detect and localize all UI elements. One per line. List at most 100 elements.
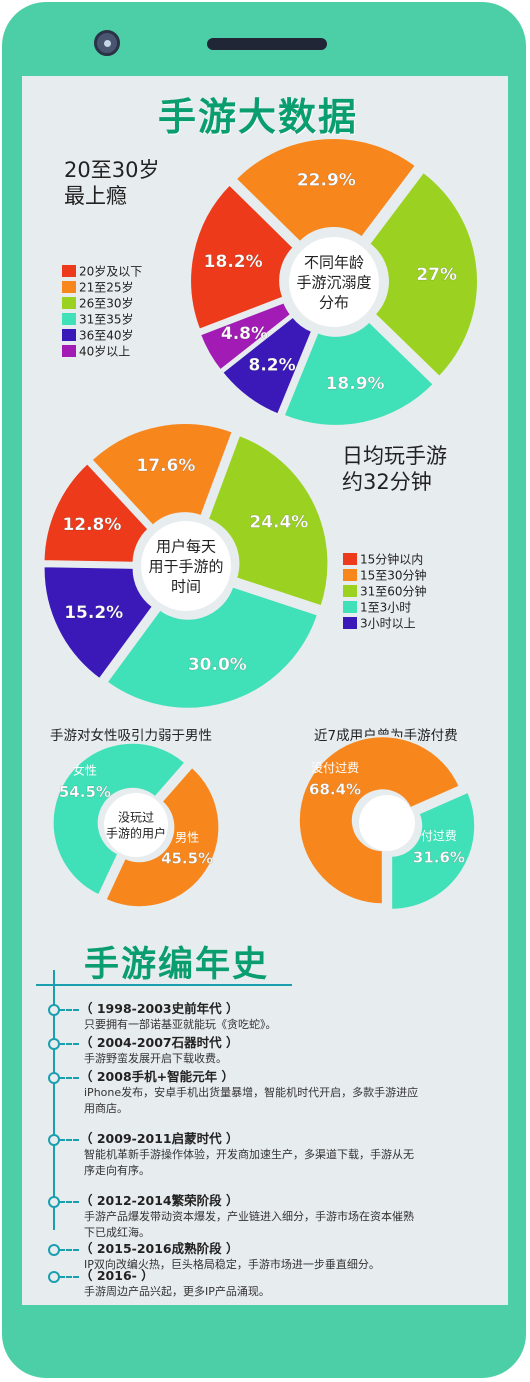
pie-slice	[390, 790, 477, 911]
slice-value-label: 54.5%	[59, 783, 111, 801]
timeline-description: 手游野蛮发展开启下载收费。	[84, 1052, 227, 1065]
timeline-connector	[59, 1139, 79, 1141]
slice-value-label: 18.9%	[326, 374, 385, 394]
timeline-description: 手游周边产品兴起，更多IP产品涌现。	[84, 1285, 270, 1298]
legend-swatch	[62, 313, 76, 325]
pie-slice	[206, 433, 330, 608]
timeline-description: 序走向有序。	[84, 1164, 150, 1177]
slice-value-label: 45.5%	[161, 850, 213, 868]
timeline-period: （ 2008手机+智能元年 ）	[80, 1069, 234, 1084]
slice-value-label: 15.2%	[64, 603, 123, 623]
pie-center-label: 没玩过	[118, 809, 154, 824]
gender-chart-title: 手游对女性吸引力弱于男性	[50, 728, 212, 744]
slice-value-label: 18.2%	[204, 252, 263, 272]
legend-label: 31至35岁	[79, 312, 134, 327]
legend-label: 15至30分钟	[360, 568, 427, 583]
timeline-period: （ 2016- ）	[80, 1268, 154, 1283]
legend-swatch	[62, 297, 76, 309]
legend-swatch	[62, 329, 76, 341]
timeline-period: （ 2004-2007石器时代 ）	[80, 1035, 239, 1050]
legend-label: 15分钟以内	[360, 552, 423, 567]
slice-value-label: 4.8%	[221, 324, 268, 344]
camera-icon	[94, 30, 120, 56]
slice-value-label: 24.4%	[249, 513, 308, 533]
pie-slice	[42, 461, 150, 564]
timeline-description: 手游产品爆发带动资本爆发，产业链进入细分，手游市场在资本催熟	[84, 1210, 414, 1223]
slice-value-label: 8.2%	[248, 355, 295, 375]
legend-label: 21至25岁	[79, 280, 134, 295]
legend-swatch	[343, 585, 357, 597]
time-callout-line2: 约32分钟	[342, 470, 432, 494]
speaker-slot	[207, 38, 327, 50]
timeline-description: 用商店。	[84, 1102, 128, 1115]
time-callout-line1: 日均玩手游	[342, 444, 447, 468]
pie-slice	[189, 183, 296, 331]
pie-slice	[367, 170, 479, 379]
timeline-description: IP双向改编火热，巨头格局稳定，手游市场进一步垂直细分。	[84, 1258, 380, 1271]
main-title: 手游大数据	[158, 95, 359, 139]
pie-slice	[90, 422, 234, 528]
age-callout-line1: 20至30岁	[64, 158, 160, 182]
timeline-connector	[59, 1249, 79, 1251]
pie-slice	[42, 565, 155, 681]
timeline-description: 下已成红海。	[84, 1226, 150, 1239]
legend-label: 3小时以上	[360, 617, 416, 631]
slice-category-label: 没付过费	[311, 760, 359, 775]
slice-value-label: 31.6%	[413, 848, 465, 866]
pie-center-label: 用于手游的	[148, 557, 223, 575]
pie-slice	[51, 741, 187, 897]
timeline-connector	[59, 1201, 79, 1203]
timeline-title-underline	[36, 984, 292, 986]
slice-category-label: 男性	[175, 830, 199, 844]
legend-label: 36至40岁	[79, 328, 134, 343]
pie-chart-4: 没付过费 68.4% 付过费 31.6%	[297, 735, 477, 911]
slice-value-label: 68.4%	[309, 781, 361, 799]
slice-value-label: 27%	[416, 265, 457, 285]
legend-label: 26至30岁	[79, 296, 134, 311]
pie-slice	[234, 137, 418, 244]
legend-label: 31至60分钟	[360, 584, 427, 599]
timeline-period: （ 2012-2014繁荣阶段 ）	[80, 1193, 239, 1208]
timeline-connector	[59, 1009, 79, 1011]
pie-center-label: 手游沉溺度	[296, 273, 371, 291]
pie-slice	[297, 735, 462, 906]
legend-label: 40岁以上	[79, 344, 130, 359]
age-callout-line2: 最上瘾	[64, 184, 127, 208]
timeline-title: 手游编年史	[84, 945, 270, 985]
timeline-description: 只要拥有一部诺基亚就能玩《贪吃蛇》。	[84, 1018, 277, 1031]
legend-swatch	[62, 281, 76, 293]
timeline-period: （ 1998-2003史前年代 ）	[80, 1001, 239, 1016]
pie-center-label: 不同年龄	[304, 253, 364, 271]
pie-center	[104, 793, 168, 857]
legend-swatch	[343, 617, 357, 629]
slice-value-label: 22.9%	[297, 170, 356, 190]
pie-slice	[220, 315, 314, 416]
pie-center	[141, 521, 231, 611]
pie-center-label: 分布	[319, 293, 349, 311]
legend-swatch	[62, 345, 76, 357]
slice-value-label: 17.6%	[136, 456, 195, 476]
pie-slice	[105, 585, 320, 710]
timeline-period: （ 2015-2016成熟阶段 ）	[80, 1241, 239, 1256]
timeline-connector	[59, 1043, 79, 1045]
pie-slice	[282, 320, 436, 427]
timeline-period: （ 2009-2011启蒙时代 ）	[80, 1131, 239, 1146]
pie-center-label: 用户每天	[156, 537, 216, 555]
legend-swatch	[343, 569, 357, 581]
legend-swatch	[343, 601, 357, 613]
legend-swatch	[62, 265, 76, 277]
pie-center	[359, 795, 415, 851]
legend-label: 20岁及以下	[79, 264, 142, 279]
pie-center	[289, 237, 379, 327]
timeline-connector	[59, 1077, 79, 1079]
slice-category-label: 女性	[73, 763, 97, 778]
slice-value-label: 30.0%	[188, 655, 247, 675]
pie-center-label: 时间	[171, 577, 201, 595]
legend-label: 1至3小时	[360, 601, 411, 615]
pie-center-label: 手游的用户	[106, 825, 166, 840]
pie-slice	[104, 765, 221, 909]
